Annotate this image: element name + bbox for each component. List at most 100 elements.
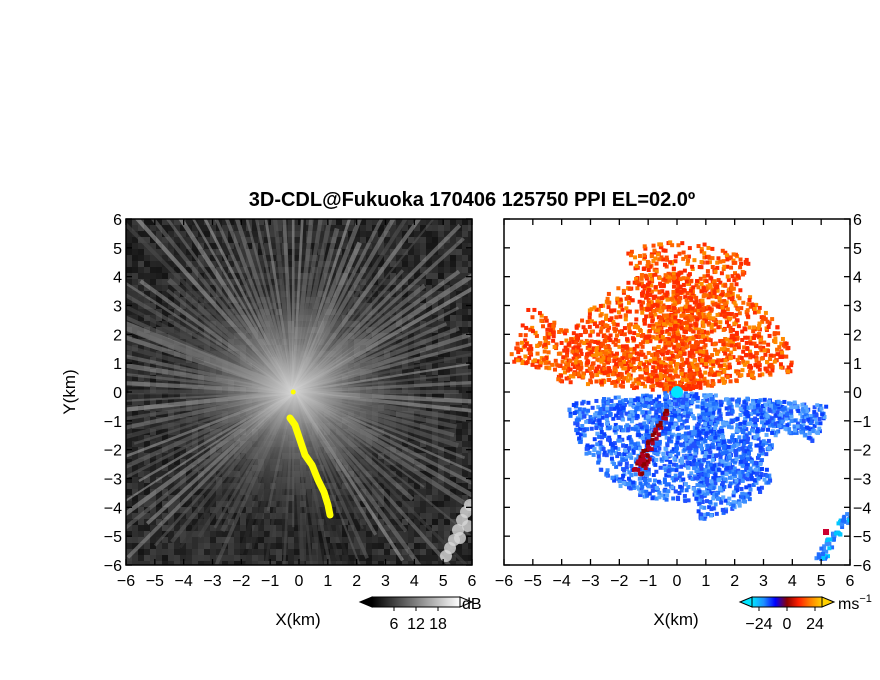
- velocity-pixel: [625, 337, 630, 342]
- velocity-pixel: [616, 376, 621, 381]
- snr-pixel: [432, 225, 438, 231]
- velocity-pixel: [750, 303, 755, 308]
- velocity-pixel: [649, 384, 654, 389]
- velocity-pixel: [566, 366, 571, 371]
- velocity-pixel: [740, 337, 745, 342]
- snr-pixel: [222, 231, 228, 237]
- velocity-pixel: [613, 327, 618, 332]
- snr-pixel: [426, 447, 432, 453]
- snr-pixel: [240, 561, 246, 565]
- snr-pixel: [132, 501, 138, 507]
- y-tick-label: 4: [113, 270, 122, 287]
- snr-pixel: [150, 525, 156, 531]
- snr-pixel: [372, 519, 378, 525]
- snr-pixel: [408, 255, 414, 261]
- snr-pixel: [354, 237, 360, 243]
- velocity-pixel: [767, 370, 772, 375]
- velocity-pixel: [668, 373, 673, 378]
- snr-pixel: [426, 219, 432, 225]
- snr-pixel: [432, 219, 438, 225]
- snr-pixel: [390, 261, 396, 267]
- y-tick-label: −5: [104, 529, 122, 546]
- snr-pixel: [162, 237, 168, 243]
- velocity-pixel: [734, 330, 739, 335]
- snr-pixel: [402, 555, 408, 561]
- snr-pixel: [456, 411, 462, 417]
- velocity-pixel: [694, 283, 699, 288]
- snr-pixel: [150, 447, 156, 453]
- snr-pixel: [252, 555, 258, 561]
- velocity-pixel: [613, 337, 618, 342]
- velocity-pixel: [671, 375, 676, 380]
- snr-pixel: [396, 249, 402, 255]
- snr-pixel: [408, 555, 414, 561]
- velocity-pixel: [706, 245, 711, 250]
- snr-pixel: [438, 321, 444, 327]
- velocity-pixel: [587, 319, 592, 324]
- snr-pixel: [162, 291, 168, 297]
- y-tick-label: −6: [104, 558, 122, 575]
- velocity-pixel: [662, 373, 667, 378]
- snr-pixel: [204, 501, 210, 507]
- velocity-pixel: [665, 329, 670, 334]
- snr-pixel: [156, 267, 162, 273]
- velocity-pixel: [571, 331, 576, 336]
- snr-pixel: [402, 267, 408, 273]
- colorbar-tick-label: 12: [407, 616, 425, 633]
- snr-pixel: [444, 453, 450, 459]
- snr-pixel: [138, 297, 144, 303]
- velocity-pixel: [658, 281, 663, 286]
- snr-saturated-band: [286, 414, 334, 519]
- colorbar-unit: dB: [462, 596, 482, 613]
- snr-pixel: [456, 507, 462, 513]
- velocity-pixel: [634, 309, 639, 314]
- velocity-pixel: [585, 368, 590, 373]
- snr-pixel: [168, 231, 174, 237]
- snr-pixel: [270, 231, 276, 237]
- velocity-pixel: [605, 296, 610, 301]
- snr-pixel: [168, 549, 174, 555]
- snr-pixel: [408, 279, 414, 285]
- velocity-pixel: [698, 276, 703, 281]
- velocity-pixel: [598, 313, 603, 318]
- snr-pixel: [426, 279, 432, 285]
- snr-pixel: [294, 531, 300, 537]
- velocity-pixel: [614, 353, 619, 358]
- snr-pixel: [432, 237, 438, 243]
- velocity-pixel: [614, 379, 619, 384]
- snr-pixel: [390, 519, 396, 525]
- velocity-pixel: [653, 302, 658, 307]
- snr-pixel: [366, 219, 372, 225]
- snr-pixel: [144, 369, 150, 375]
- colorbar-gradient: [371, 596, 461, 608]
- velocity-pixel: [627, 359, 632, 364]
- snr-pixel: [132, 273, 138, 279]
- snr-pixel: [150, 267, 156, 273]
- snr-pixel: [276, 225, 282, 231]
- velocity-pixel: [724, 342, 729, 347]
- snr-pixel: [240, 531, 246, 537]
- snr-pixel: [468, 435, 472, 441]
- velocity-pixel: [688, 327, 693, 332]
- snr-pixel: [234, 543, 240, 549]
- snr-pixel: [456, 429, 462, 435]
- snr-pixel: [444, 297, 450, 303]
- snr-pixel: [132, 435, 138, 441]
- snr-pixel: [150, 321, 156, 327]
- snr-pixel: [180, 531, 186, 537]
- snr-pixel: [432, 255, 438, 261]
- velocity-pixel: [753, 343, 758, 348]
- velocity-pixel: [659, 368, 664, 373]
- velocity-pixel: [691, 365, 696, 370]
- snr-pixel: [426, 273, 432, 279]
- snr-pixel: [132, 477, 138, 483]
- snr-pixel: [438, 489, 444, 495]
- snr-pixel: [180, 507, 186, 513]
- velocity-pixel: [598, 329, 603, 334]
- snr-pixel: [438, 513, 444, 519]
- velocity-pixel: [659, 300, 664, 305]
- snr-pixel: [132, 375, 138, 381]
- snr-pixel: [462, 243, 468, 249]
- velocity-pixel: [596, 332, 601, 337]
